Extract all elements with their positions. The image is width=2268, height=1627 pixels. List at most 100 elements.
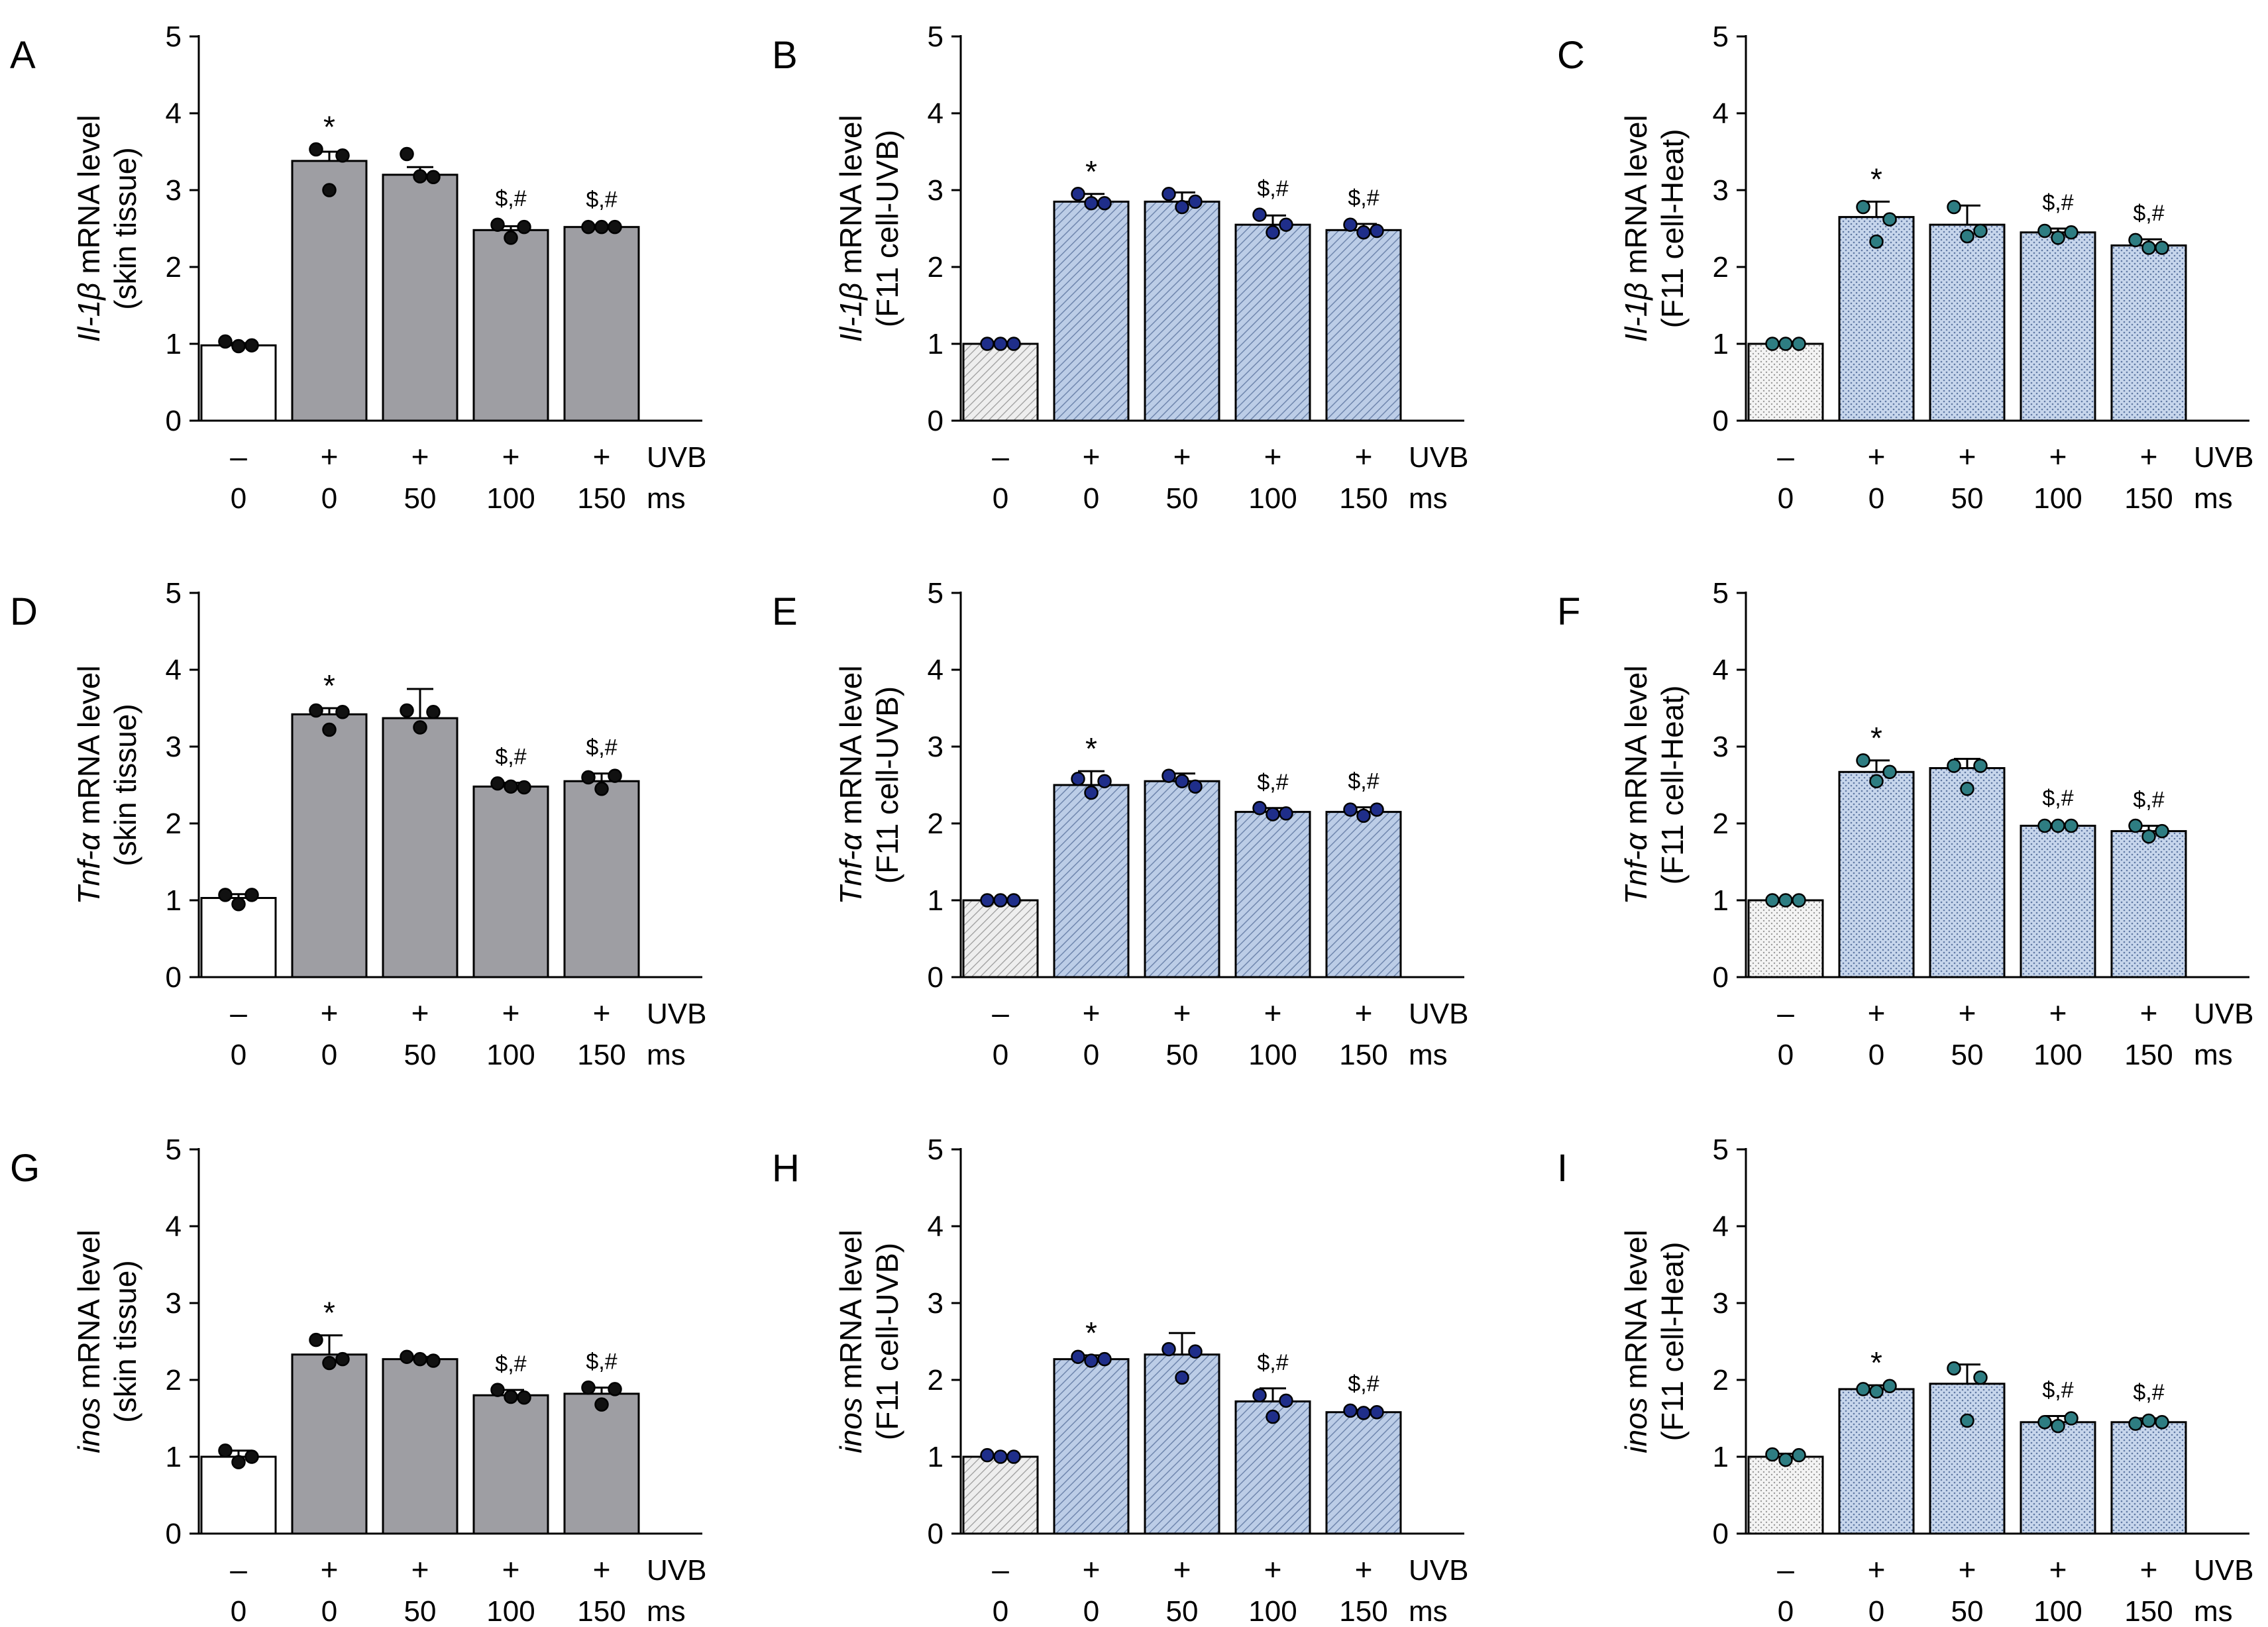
data-point xyxy=(413,720,427,735)
data-point xyxy=(980,337,995,351)
uvb-condition: + xyxy=(411,1552,429,1587)
bar xyxy=(2110,1421,2187,1535)
uvb-condition: + xyxy=(1959,1552,1976,1587)
data-point xyxy=(1252,801,1267,815)
data-point xyxy=(231,897,246,912)
uvb-row-label: UVB xyxy=(647,998,706,1030)
ms-condition: 50 xyxy=(404,482,437,515)
y-tick-label: 5 xyxy=(166,1133,182,1166)
y-tick-label: 2 xyxy=(166,1364,182,1396)
uvb-condition: + xyxy=(411,439,429,474)
y-axis-main: mRNA level xyxy=(834,115,868,282)
data-point xyxy=(1765,337,1780,351)
uvb-condition: + xyxy=(321,1552,339,1587)
data-point xyxy=(1343,802,1358,817)
bar xyxy=(1144,200,1220,422)
bar xyxy=(1144,780,1220,978)
y-axis-main: mRNA level xyxy=(1619,665,1653,833)
y-axis-sublabel: (skin tissue) xyxy=(108,147,142,309)
data-point xyxy=(1869,234,1884,249)
bar xyxy=(1838,1388,1915,1535)
panel-f: F 0 1 2 3 4 5 Tnf-α mRNA level (F11 cell-Heat) – 0… xyxy=(1557,577,2253,1071)
bar xyxy=(962,899,1039,978)
bar xyxy=(382,174,459,422)
y-axis-label: Il-1β mRNA level xyxy=(72,115,106,342)
uvb-condition: + xyxy=(1264,996,1282,1030)
uvb-condition: – xyxy=(230,1552,247,1587)
ms-condition: 100 xyxy=(2033,1595,2082,1627)
ms-condition: 150 xyxy=(1339,482,1387,515)
uvb-condition: + xyxy=(1083,439,1101,474)
data-point xyxy=(1960,229,1974,244)
data-point xyxy=(490,776,505,791)
uvb-condition: + xyxy=(1173,996,1191,1030)
data-point xyxy=(1356,225,1371,240)
panel-i: I 0 1 2 3 4 5 inos mRNA level (F11 cell-Heat) – 0 *… xyxy=(1557,1133,2253,1627)
y-axis-sublabel: (F11 cell-Heat) xyxy=(1655,686,1690,885)
y-tick-label: 2 xyxy=(1713,1364,1729,1396)
uvb-row-label: UVB xyxy=(2194,441,2253,474)
bar xyxy=(1747,899,1824,978)
data-point xyxy=(1947,1361,1961,1376)
y-tick-label: 4 xyxy=(166,97,182,130)
y-axis-main: mRNA level xyxy=(1619,1230,1653,1397)
uvb-condition: + xyxy=(1868,439,1886,474)
bar xyxy=(1234,223,1311,422)
y-tick-label: 4 xyxy=(928,97,944,130)
y-axis-main: mRNA level xyxy=(72,665,106,833)
ms-condition: 0 xyxy=(231,1039,246,1071)
ms-condition: 150 xyxy=(577,1039,625,1071)
uvb-condition: + xyxy=(502,1552,520,1587)
ms-condition: 100 xyxy=(2033,482,2082,515)
significance-mark: $,# xyxy=(586,1349,617,1375)
uvb-condition: + xyxy=(1959,439,1976,474)
ms-condition: 50 xyxy=(1166,1039,1199,1071)
data-point xyxy=(2128,233,2143,248)
panel-c: C 0 1 2 3 4 5 Il-1β mRNA level (F11 cell-Heat) – 0… xyxy=(1557,21,2253,515)
data-point xyxy=(218,888,233,902)
panel-label: D xyxy=(10,590,38,633)
y-tick-label: 1 xyxy=(928,884,944,917)
uvb-condition: + xyxy=(593,439,611,474)
uvb-condition: + xyxy=(2140,1552,2158,1587)
data-point xyxy=(2128,1416,2143,1431)
uvb-condition: + xyxy=(1355,1552,1373,1587)
bar xyxy=(1929,1383,2006,1535)
data-point xyxy=(1161,187,1176,201)
data-point xyxy=(2051,231,2065,245)
ms-condition: 50 xyxy=(1166,482,1199,515)
data-point xyxy=(608,768,622,783)
data-point xyxy=(218,334,233,349)
data-point xyxy=(413,169,427,184)
ms-condition: 50 xyxy=(1951,482,1984,515)
uvb-condition: + xyxy=(1959,996,1976,1030)
data-point xyxy=(1973,759,1988,773)
bar xyxy=(1053,1358,1130,1535)
data-point xyxy=(1084,195,1099,211)
data-point xyxy=(1856,1382,1870,1396)
y-axis-gene: Il-1β xyxy=(72,282,106,342)
y-tick-label: 2 xyxy=(928,808,944,840)
panel-b: B 0 1 2 3 4 5 Il-1β mRNA level (F11 cell-UVB) – 0 *… xyxy=(772,21,1468,515)
significance-mark: $,# xyxy=(2133,201,2164,226)
data-point xyxy=(1071,771,1085,786)
y-tick-label: 2 xyxy=(166,808,182,840)
ms-condition: 0 xyxy=(1778,482,1794,515)
data-point xyxy=(517,780,531,795)
data-point xyxy=(231,1455,246,1469)
y-axis-label: Il-1β mRNA level xyxy=(834,115,868,342)
ms-row-label: ms xyxy=(1409,482,1448,515)
data-point xyxy=(1252,207,1267,222)
bar xyxy=(563,226,640,422)
data-point xyxy=(426,705,441,719)
data-point xyxy=(1279,1393,1293,1408)
data-point xyxy=(1006,893,1021,908)
data-point xyxy=(993,893,1008,908)
ms-condition: 0 xyxy=(321,482,337,515)
uvb-condition: + xyxy=(2140,996,2158,1030)
bar xyxy=(472,785,549,978)
data-point xyxy=(1343,1403,1358,1418)
data-point xyxy=(594,1397,609,1412)
data-point xyxy=(1071,1349,1085,1364)
y-tick-label: 0 xyxy=(166,961,182,994)
